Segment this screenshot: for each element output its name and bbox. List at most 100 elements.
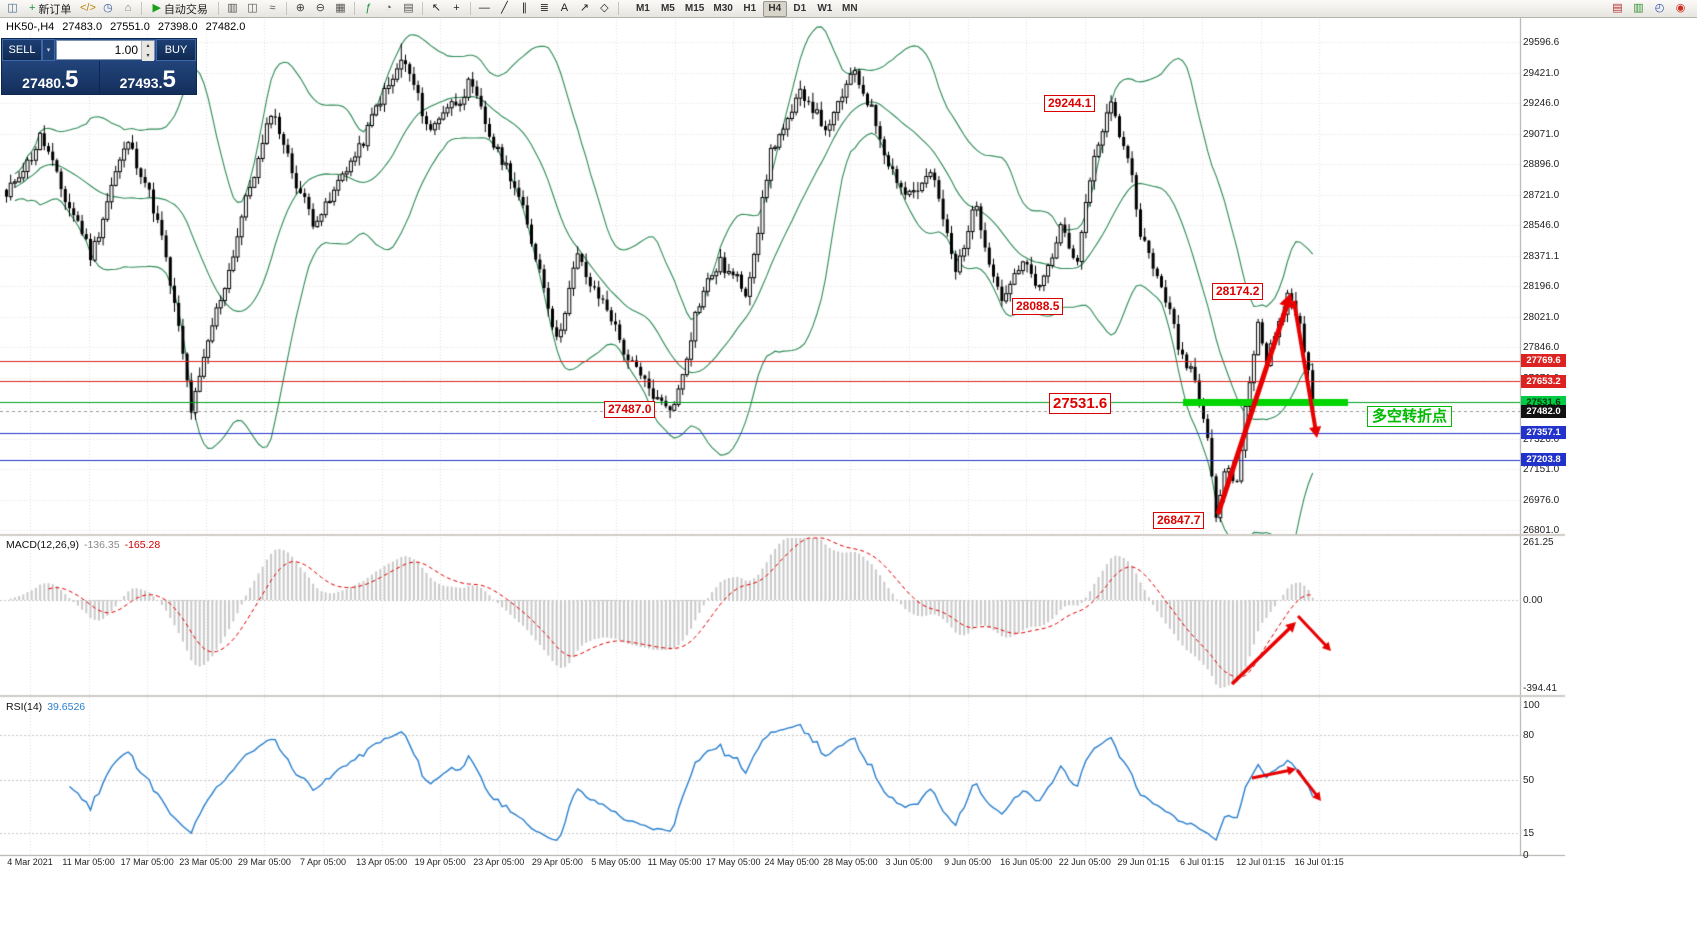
text-label-icon[interactable]: A — [555, 1, 574, 17]
new-order-button[interactable]: + 新订单 — [23, 1, 77, 17]
price-axis-label: 26801.0 — [1523, 525, 1560, 536]
line-chart-icon[interactable]: ≈ — [263, 1, 282, 17]
time-axis-label: 23 Mar 05:00 — [179, 857, 233, 867]
rsi-value: 39.6526 — [47, 701, 86, 713]
time-axis-label: 17 May 05:00 — [705, 857, 761, 867]
time-axis-label: 29 Jun 01:15 — [1117, 857, 1170, 867]
horizontal-line-icon[interactable]: — — [475, 1, 494, 17]
lot-decrease-button[interactable]: ▾ — [142, 51, 154, 61]
sell-price-pips: 5 — [64, 66, 79, 93]
ohlc-high: 27551.0 — [110, 21, 150, 33]
channel-icon[interactable]: ∥ — [515, 1, 534, 17]
autotrading-icon: ▶ — [152, 2, 161, 14]
timeframe-h1-button[interactable]: H1 — [743, 3, 757, 14]
toolbar-separator — [353, 2, 355, 15]
shapes-icon[interactable]: ◇ — [595, 1, 614, 17]
time-axis-label: 23 Apr 05:00 — [473, 857, 525, 867]
time-axis-label: 11 May 05:00 — [647, 857, 702, 867]
ohlc-close: 27482.0 — [205, 21, 246, 33]
indicators-icon[interactable]: ƒ — [359, 1, 378, 17]
rsi-indicator-header: RSI(14) 39.6526 — [6, 701, 85, 713]
time-axis-label: 16 Jun 05:00 — [1000, 857, 1053, 867]
zoom-in-icon[interactable]: ⊕ — [291, 1, 310, 17]
time-axis-label: 5 May 05:00 — [591, 857, 641, 867]
timeframe-m15-button[interactable]: M15 — [684, 3, 705, 14]
periods-icon[interactable]: ◔ — [379, 1, 398, 17]
time-axis-label: 29 Mar 05:00 — [237, 857, 291, 867]
new-order-icon: + — [29, 2, 36, 14]
templates-icon[interactable]: ▤ — [399, 1, 418, 17]
toolbar-separator — [469, 2, 471, 15]
symbol-period-label: HK50-,H4 — [6, 21, 55, 33]
alerts-icon[interactable]: ◴ — [1650, 1, 1669, 17]
timeframe-d1-button[interactable]: D1 — [793, 3, 807, 14]
price-axis-label: 29421.0 — [1523, 67, 1560, 79]
order-type-dropdown[interactable]: ▾ — [42, 39, 55, 61]
candlestick-chart-icon[interactable]: ◫ — [243, 1, 262, 17]
price-axis-label: 29596.6 — [1523, 37, 1560, 48]
bar-chart-icon[interactable]: ▥ — [223, 1, 242, 17]
lot-size-input[interactable] — [57, 41, 141, 59]
text-label-icon: A — [560, 2, 569, 14]
fibonacci-icon[interactable]: ≣ — [535, 1, 554, 17]
price-tag-27203.8: 27203.8 — [1521, 453, 1566, 467]
time-axis-label: 9 Jun 05:00 — [944, 857, 992, 867]
market-watch-icon[interactable]: ◷ — [98, 1, 117, 17]
new-chart-icon: ◫ — [7, 2, 18, 14]
timeframe-m30-button[interactable]: M30 — [713, 3, 733, 14]
macd-axis-label: 261.25 — [1523, 536, 1554, 548]
rsi-axis-label: 0 — [1523, 850, 1529, 861]
timeframe-m5-button[interactable]: M5 — [660, 3, 675, 14]
time-axis-label: 19 Apr 05:00 — [414, 857, 466, 867]
timeframe-mn-button[interactable]: MN — [842, 3, 858, 14]
timeframe-m1-button[interactable]: M1 — [635, 3, 650, 14]
new-order-button-label: 新订单 — [38, 3, 72, 16]
macd-axis-label: 0.00 — [1523, 595, 1543, 606]
lot-increase-button[interactable]: ▴ — [142, 41, 154, 51]
trendline-icon[interactable]: ╱ — [495, 1, 514, 17]
zoom-out-icon[interactable]: ⊖ — [311, 1, 330, 17]
symbol-ohlc-header: HK50-,H4 27483.0 27551.0 27398.0 27482.0 — [6, 21, 245, 33]
tile-windows-icon[interactable]: ▦ — [331, 1, 350, 17]
tile-windows-icon: ▦ — [335, 2, 346, 14]
market-depth-icon: ▤ — [1612, 2, 1623, 14]
arrow-objects-icon[interactable]: ↗ — [575, 1, 594, 17]
sell-button[interactable]: SELL — [2, 39, 42, 61]
cursor-icon[interactable]: ↖ — [427, 1, 446, 17]
price-annotation-26847.7[interactable]: 26847.7 — [1153, 512, 1205, 529]
metaeditor-icon[interactable]: </> — [78, 1, 97, 17]
sell-price[interactable]: 27480. 5 — [2, 61, 100, 94]
price-axis-label: 27151.0 — [1523, 464, 1560, 475]
price-annotation-29244.1[interactable]: 29244.1 — [1044, 95, 1096, 112]
time-axis-label: 29 Apr 05:00 — [531, 857, 583, 867]
timeframe-w1-button[interactable]: W1 — [817, 3, 833, 14]
price-annotation-28088.5[interactable]: 28088.5 — [1012, 298, 1064, 315]
zoom-in-icon: ⊕ — [295, 2, 306, 14]
metaeditor-icon: </> — [79, 2, 96, 14]
buy-price[interactable]: 27493. 5 — [100, 61, 197, 94]
autotrading-button[interactable]: ▶ 自动交易 — [146, 1, 213, 17]
price-annotation-28174.2[interactable]: 28174.2 — [1212, 283, 1264, 300]
time-axis-label: 22 Jun 05:00 — [1058, 857, 1111, 867]
cursor-icon: ↖ — [431, 2, 442, 14]
buy-button[interactable]: BUY — [156, 39, 196, 61]
macd-main-value: -136.35 — [83, 539, 120, 551]
navigator-icon[interactable]: ⌂ — [118, 1, 137, 17]
new-chart-icon[interactable]: ◫ — [3, 1, 22, 17]
trade-panel-controls: SELL ▾ ▴ ▾ BUY — [2, 39, 196, 61]
market-watch-icon: ◷ — [103, 2, 113, 14]
one-click-trading-panel: SELL ▾ ▴ ▾ BUY 27480.5 27493.5 — [1, 38, 197, 95]
time-axis-label: 24 May 05:00 — [764, 857, 820, 867]
turning-point-text-object[interactable]: 多空转折点 — [1367, 406, 1453, 427]
macd-label: MACD(12,26,9) — [6, 539, 79, 551]
mql5-community-icon[interactable]: ◉ — [1671, 1, 1690, 17]
crosshair-icon[interactable]: + — [447, 1, 466, 17]
price-axis-label: 27846.0 — [1523, 342, 1560, 353]
price-annotation-27531.6[interactable]: 27531.6 — [1049, 393, 1112, 414]
price-annotation-27487.0[interactable]: 27487.0 — [604, 401, 656, 418]
timeframe-h4-button[interactable]: H4 — [762, 0, 787, 17]
news-window-icon[interactable]: ▥ — [1629, 1, 1648, 17]
crosshair-icon: + — [453, 2, 460, 14]
market-depth-icon[interactable]: ▤ — [1608, 1, 1627, 17]
